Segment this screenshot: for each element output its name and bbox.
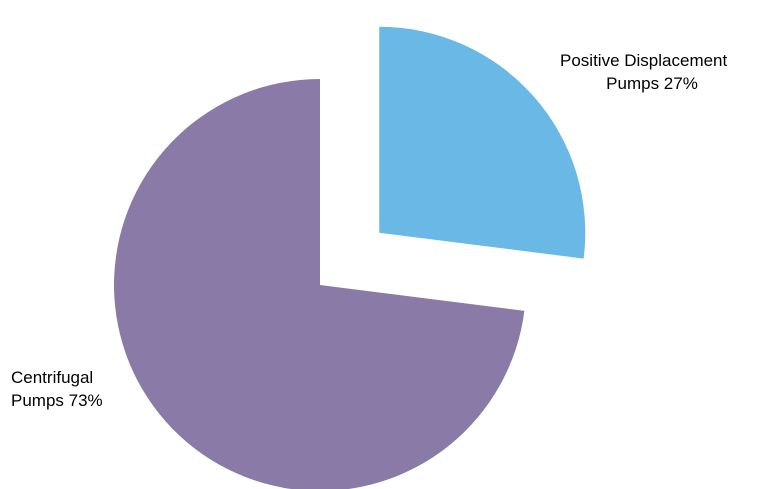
slice-label-positive-displacement-line-2: Pumps 27%	[606, 74, 698, 93]
slice-label-positive-displacement: Positive Displacement Pumps 27%	[560, 51, 732, 93]
pie-slice-positive-displacement-pumps	[379, 26, 586, 259]
pie-slice-centrifugal-pumps	[114, 79, 525, 489]
slice-label-centrifugal-line-2: Pumps 73%	[11, 391, 103, 410]
pie-slices	[114, 26, 586, 489]
slice-label-centrifugal: Centrifugal Pumps 73%	[11, 368, 103, 410]
slice-label-centrifugal-line-1: Centrifugal	[11, 368, 93, 387]
slice-label-positive-displacement-line-1: Positive Displacement	[560, 51, 728, 70]
